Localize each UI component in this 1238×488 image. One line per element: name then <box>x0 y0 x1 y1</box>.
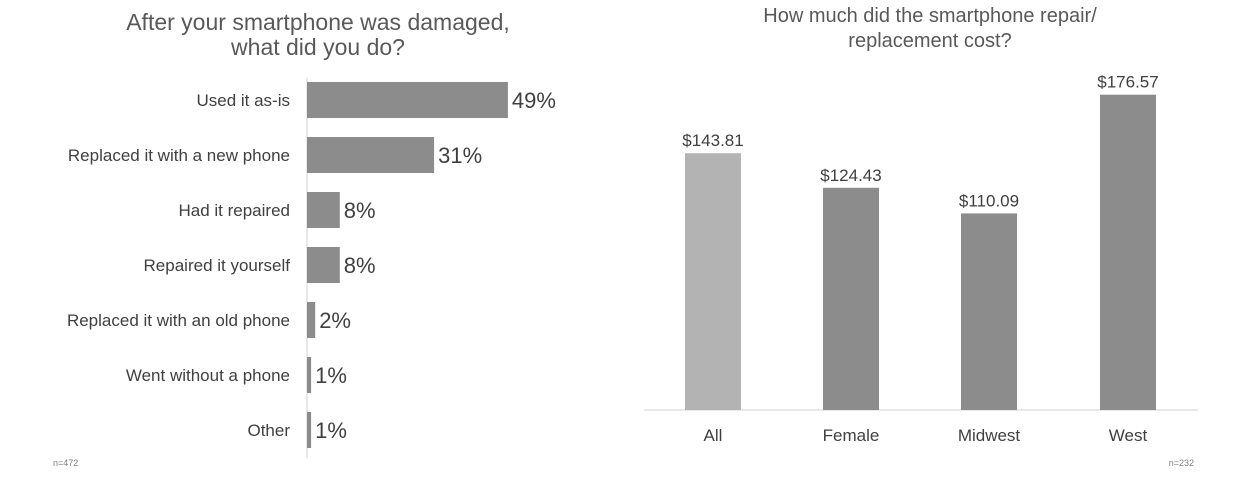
category-label: Replaced it with an old phone <box>67 311 290 330</box>
data-label: 49% <box>512 88 556 113</box>
category-label: Other <box>247 421 290 440</box>
category-label: All <box>704 426 723 445</box>
category-label: Went without a phone <box>126 366 290 385</box>
bar <box>685 153 741 411</box>
data-label: $143.81 <box>682 131 743 150</box>
left-sample-size: n=472 <box>53 458 79 468</box>
bar <box>823 187 879 410</box>
data-label: $110.09 <box>959 191 1019 210</box>
category-label: Repaired it yourself <box>144 256 291 275</box>
category-label: Used it as-is <box>196 91 290 110</box>
data-label: 8% <box>344 253 376 278</box>
bar <box>307 247 340 283</box>
data-label: 31% <box>438 143 482 168</box>
right-sample-size: n=232 <box>1168 458 1194 468</box>
bar <box>1100 94 1156 411</box>
right-chart-title: How much did the smartphone repair/ repl… <box>763 5 1097 52</box>
bar <box>307 357 312 393</box>
left-chart-title: After your smartphone was damaged, what … <box>126 9 510 60</box>
category-label: Female <box>823 426 880 445</box>
data-label: 1% <box>315 418 347 443</box>
data-label: 2% <box>319 308 351 333</box>
data-label: 8% <box>344 198 376 223</box>
data-label: 1% <box>315 363 347 388</box>
bar <box>307 137 435 173</box>
bar <box>307 82 508 118</box>
category-label: Midwest <box>958 426 1021 445</box>
bar <box>307 412 312 448</box>
right-bar-chart: $143.81 All $124.43 Female $110.09 Midwest $17… <box>644 73 1198 445</box>
right-chart-panel: How much did the smartphone repair/ repl… <box>620 0 1238 488</box>
left-chart-panel: After your smartphone was damaged, what … <box>53 9 556 469</box>
data-label: $124.43 <box>820 166 881 185</box>
category-label: Had it repaired <box>178 201 290 220</box>
category-label: West <box>1109 426 1148 445</box>
bar <box>307 302 316 338</box>
data-label: $176.57 <box>1097 73 1158 92</box>
bar <box>961 213 1017 410</box>
category-label: Replaced it with a new phone <box>68 146 290 165</box>
bar <box>307 192 340 228</box>
left-bar-chart: Used it as-is 49% Replaced it with a new p… <box>67 78 556 458</box>
